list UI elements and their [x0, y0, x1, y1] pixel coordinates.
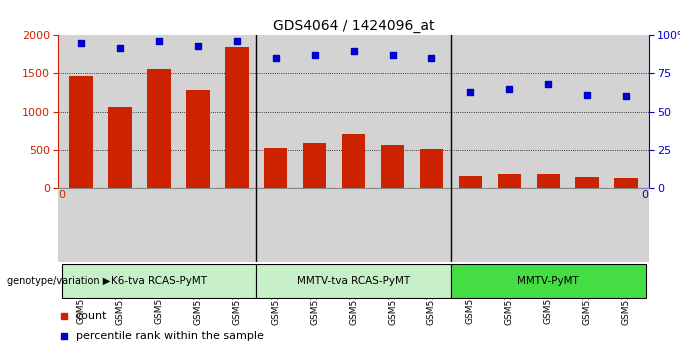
Point — [154, 39, 165, 44]
Point — [504, 86, 515, 92]
Bar — [420, 149, 443, 188]
FancyBboxPatch shape — [62, 264, 256, 298]
Bar — [342, 135, 365, 188]
Bar — [498, 174, 521, 188]
Text: MMTV-tva RCAS-PyMT: MMTV-tva RCAS-PyMT — [297, 276, 410, 286]
Bar — [186, 90, 209, 188]
Point — [75, 40, 86, 46]
Point — [465, 89, 476, 95]
Bar — [108, 107, 132, 188]
Bar — [148, 69, 171, 188]
Point — [231, 39, 242, 44]
Bar — [575, 177, 599, 188]
Text: count: count — [75, 311, 107, 321]
Point — [426, 56, 437, 61]
Bar — [303, 143, 326, 188]
Bar — [69, 76, 93, 188]
Text: 0: 0 — [642, 190, 649, 200]
Point — [309, 52, 320, 58]
Text: MMTV-PyMT: MMTV-PyMT — [517, 276, 579, 286]
Bar — [459, 176, 482, 188]
Point — [271, 56, 282, 61]
Bar — [264, 148, 288, 188]
Point — [115, 45, 126, 50]
Text: 0: 0 — [58, 190, 65, 200]
Point — [348, 48, 359, 53]
FancyBboxPatch shape — [451, 264, 645, 298]
Bar — [614, 178, 638, 188]
Title: GDS4064 / 1424096_at: GDS4064 / 1424096_at — [273, 19, 435, 33]
Point — [621, 93, 632, 99]
Text: K6-tva RCAS-PyMT: K6-tva RCAS-PyMT — [111, 276, 207, 286]
FancyBboxPatch shape — [256, 264, 451, 298]
Text: percentile rank within the sample: percentile rank within the sample — [75, 331, 263, 341]
Point — [581, 92, 592, 98]
Bar — [537, 174, 560, 188]
Point — [543, 81, 554, 87]
Point — [192, 43, 203, 49]
Point — [387, 52, 398, 58]
Bar — [381, 145, 404, 188]
Text: genotype/variation ▶: genotype/variation ▶ — [7, 276, 110, 286]
Bar — [225, 47, 248, 188]
